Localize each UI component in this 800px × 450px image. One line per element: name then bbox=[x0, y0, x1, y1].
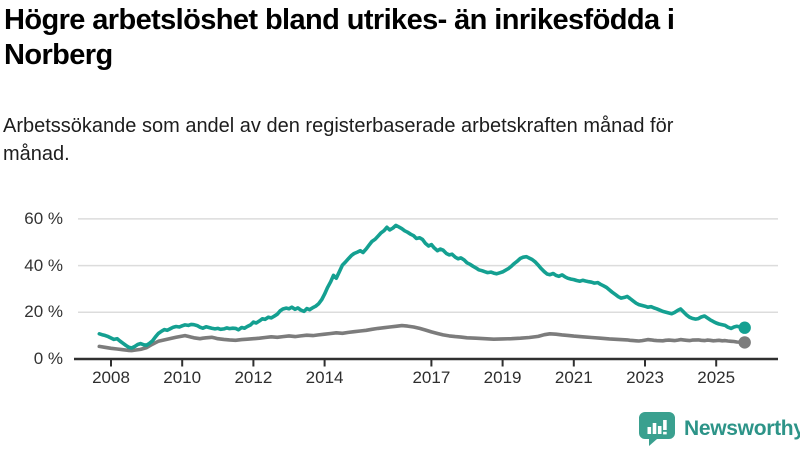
newsworthy-wordmark: Newsworthy bbox=[684, 417, 800, 440]
x-axis-label: 2012 bbox=[234, 368, 273, 387]
x-axis-label: 2010 bbox=[163, 368, 202, 387]
x-axis-label: 2025 bbox=[697, 368, 736, 387]
x-axis-label: 2017 bbox=[412, 368, 451, 387]
y-axis-label: 60 % bbox=[24, 208, 63, 228]
chart-subtitle: Arbetssökande som andel av den registerb… bbox=[3, 115, 674, 165]
x-axis-label: 2023 bbox=[626, 368, 664, 387]
series-end-dot-1 bbox=[738, 321, 751, 334]
series-line-0 bbox=[97, 323, 747, 353]
plot-area bbox=[74, 218, 778, 367]
y-axis-label: 0 % bbox=[33, 349, 63, 368]
x-axis-label: 2008 bbox=[92, 368, 130, 387]
series-end-dot-0 bbox=[738, 336, 751, 349]
y-axis-label: 40 % bbox=[24, 255, 63, 275]
x-axis-label: 2019 bbox=[483, 368, 522, 387]
newsworthy-logo: Newsworthy bbox=[638, 411, 800, 447]
x-axis-label: 2021 bbox=[554, 368, 593, 387]
newsworthy-icon bbox=[639, 412, 675, 446]
line-chart: 0 % 20 % 40 % 60 % 2008 2010 2012 2014 2017 2019 2… bbox=[0, 195, 800, 395]
chart-title: Högre arbetslöshet bland utrikes- än inr… bbox=[4, 4, 675, 71]
series-line-1 bbox=[97, 223, 747, 350]
y-axis-label: 20 % bbox=[24, 302, 63, 322]
x-axis-label: 2014 bbox=[305, 368, 344, 387]
